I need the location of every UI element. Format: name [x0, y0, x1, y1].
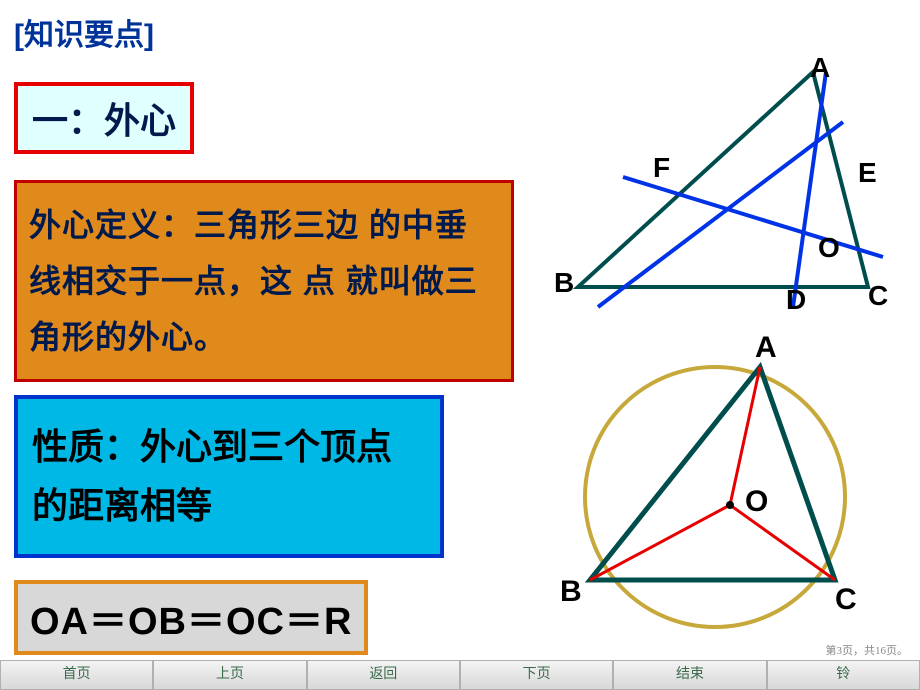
page-indicator: 第3页，共16页。 — [826, 642, 909, 658]
label-D: D — [786, 284, 806, 316]
section-header: [知识要点] — [0, 0, 920, 54]
label-O2: O — [745, 485, 768, 519]
label-F: F — [653, 152, 670, 184]
nav-prev[interactable]: 上页 — [153, 660, 306, 690]
label-B2: B — [560, 575, 582, 609]
label-A2: A — [755, 331, 777, 365]
nav-bar: 首页 上页 返回 下页 结束 铃 — [0, 660, 920, 690]
label-A: A — [810, 52, 830, 84]
diagram2-svg — [550, 345, 880, 650]
nav-next[interactable]: 下页 — [460, 660, 613, 690]
nav-end[interactable]: 结束 — [613, 660, 766, 690]
equation-box: OA＝OB＝OC＝R — [14, 580, 368, 655]
label-C2: C — [835, 583, 857, 617]
nav-back[interactable]: 返回 — [307, 660, 460, 690]
definition-box: 外心定义：三角形三边 的中垂线相交于一点，这 点 就叫做三角形的外心。 — [14, 180, 514, 382]
perpendicular-bisector-diagram: A B C D E F O — [568, 62, 908, 322]
property-box: 性质：外心到三个顶点的距离相等 — [14, 395, 444, 558]
label-O: O — [818, 232, 840, 264]
label-B: B — [554, 267, 574, 299]
label-C: C — [868, 280, 888, 312]
topic-title-box: 一：外心 — [14, 82, 194, 154]
circumcircle-diagram: A B C O — [550, 345, 880, 650]
nav-home[interactable]: 首页 — [0, 660, 153, 690]
label-E: E — [858, 157, 877, 189]
nav-bell[interactable]: 铃 — [767, 660, 920, 690]
diagram1-svg — [568, 62, 908, 322]
